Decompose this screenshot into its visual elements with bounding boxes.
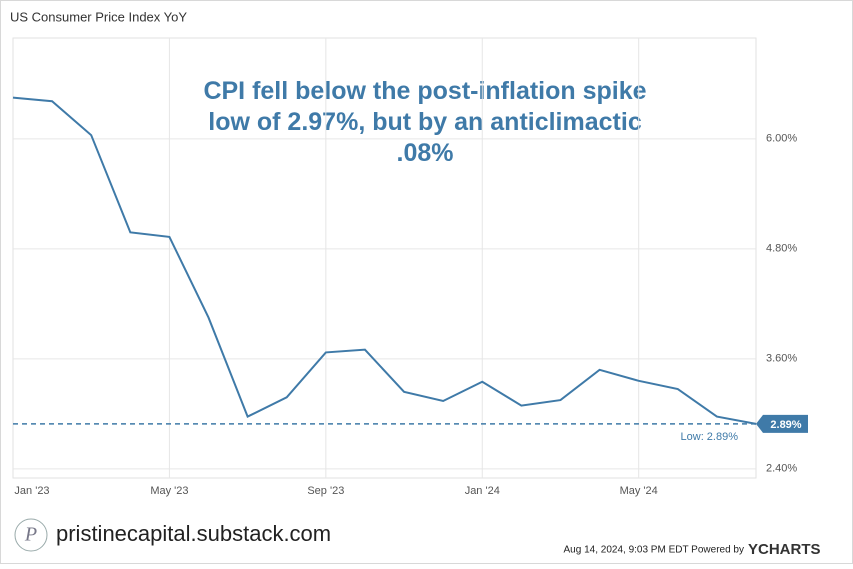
footer-timestamp: Aug 14, 2024, 9:03 PM EDT Powered by	[564, 545, 744, 556]
x-tick-label: Jan '23	[14, 485, 49, 497]
x-tick-label: May '24	[620, 485, 658, 497]
x-tick-label: May '23	[150, 485, 188, 497]
low-label: Low: 2.89%	[681, 431, 739, 443]
annotation-box: CPI fell below the post-inflation spike …	[203, 77, 647, 167]
svg-text:P: P	[24, 524, 37, 546]
footer-brand: YCHARTS	[748, 541, 821, 558]
x-tick-label: Jan '24	[465, 485, 500, 497]
x-tick-label: Sep '23	[307, 485, 344, 497]
badge-bg	[756, 414, 808, 433]
footer-source: pristinecapital.substack.com	[56, 521, 331, 546]
logo: P	[14, 518, 48, 552]
y-tick-label: 4.80%	[766, 243, 797, 255]
plot-border	[12, 37, 757, 479]
last-value-badge: 2.89%	[770, 419, 801, 431]
y-tick-label: 2.40%	[766, 463, 797, 475]
annotation: CPI fell below the post-inflation spike …	[203, 77, 647, 167]
y-tick-label: 6.00%	[766, 133, 797, 145]
chart-title: US Consumer Price Index YoY	[10, 9, 187, 24]
line-series	[12, 96, 757, 425]
y-tick-label: 3.60%	[766, 353, 797, 365]
